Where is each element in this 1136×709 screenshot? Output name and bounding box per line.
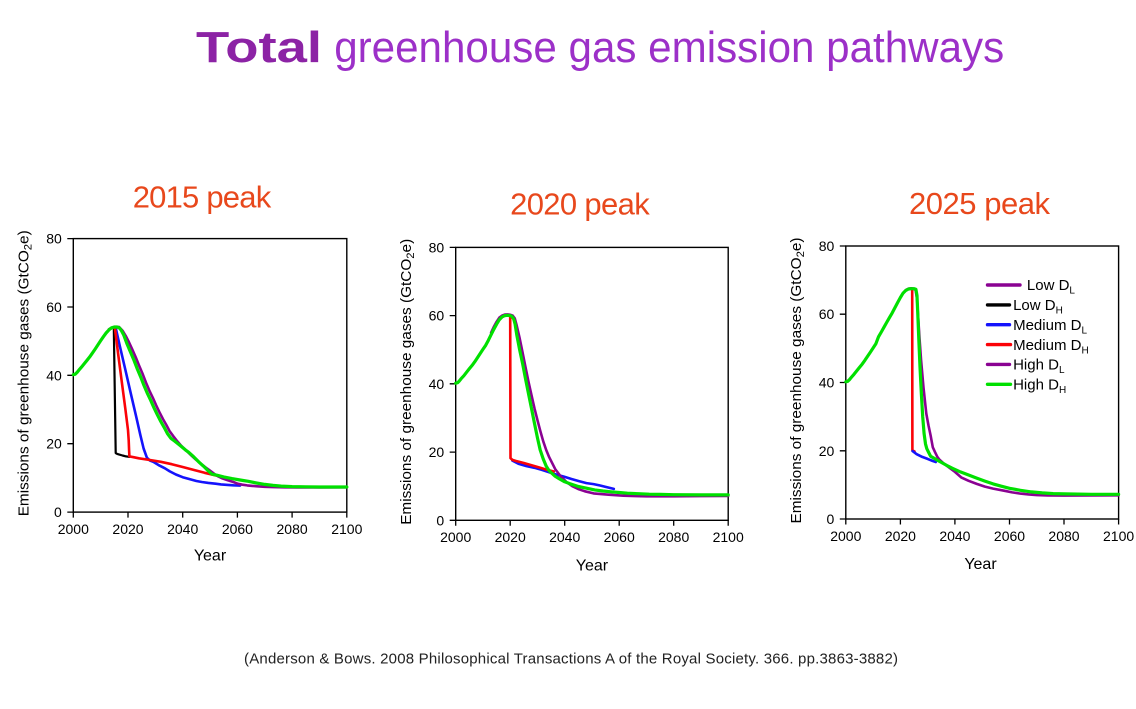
svg-text:40: 40 [819,375,835,391]
svg-text:20: 20 [819,443,835,459]
svg-text:Total: Total [196,23,322,72]
svg-text:40: 40 [429,376,445,392]
svg-text:2025 peak: 2025 peak [909,186,1051,221]
svg-text:20: 20 [429,444,445,460]
svg-text:2080: 2080 [277,521,308,537]
svg-text:Emissions of greenhouse gases: Emissions of greenhouse gases (GtCO2e) [398,239,417,525]
svg-text:2000: 2000 [58,521,89,537]
svg-text:2060: 2060 [604,529,635,545]
svg-text:Emissions of greenhouse gases: Emissions of greenhouse gases (GtCO2e) [15,230,34,516]
svg-text:80: 80 [819,238,835,254]
svg-text:2040: 2040 [549,529,580,545]
svg-text:0: 0 [436,512,444,528]
svg-text:2080: 2080 [658,529,689,545]
svg-text:60: 60 [819,306,835,322]
svg-text:2000: 2000 [830,528,861,544]
svg-text:High DL: High DL [1013,357,1065,377]
svg-text:2020: 2020 [495,529,526,545]
svg-text:2100: 2100 [1103,528,1134,544]
svg-text:High DH: High DH [1013,377,1066,397]
svg-text:80: 80 [429,239,445,255]
svg-text:80: 80 [46,231,62,247]
svg-text:2020: 2020 [885,528,916,544]
svg-text:Low DL: Low DL [1027,277,1076,297]
svg-text:20: 20 [46,436,62,452]
svg-text:0: 0 [827,511,835,527]
svg-text:2060: 2060 [222,521,253,537]
svg-text:2100: 2100 [713,529,744,545]
svg-text:Year: Year [576,557,609,574]
svg-text:2080: 2080 [1048,528,1079,544]
svg-text:40: 40 [46,367,62,383]
svg-text:2040: 2040 [167,521,198,537]
svg-text:2020: 2020 [112,521,143,537]
svg-text:2060: 2060 [994,528,1025,544]
svg-text:Medium DH: Medium DH [1013,337,1089,357]
svg-text:Low DH: Low DH [1013,297,1063,317]
svg-text:2020 peak: 2020 peak [510,186,650,221]
svg-text:Year: Year [964,556,997,573]
svg-text:Emissions of greenhouse gases: Emissions of greenhouse gases (GtCO2e) [788,237,807,523]
svg-text:Medium DL: Medium DL [1013,317,1087,337]
svg-text:60: 60 [429,308,445,324]
svg-text:2000: 2000 [440,529,471,545]
svg-text:60: 60 [46,299,62,315]
svg-text:(Anderson & Bows. 2008 Philoso: (Anderson & Bows. 2008 Philosophical Tra… [244,650,898,667]
svg-text:greenhouse gas emission pathwa: greenhouse gas emission pathways [334,23,1004,72]
svg-text:2100: 2100 [331,521,362,537]
svg-text:2040: 2040 [939,528,970,544]
svg-text:Year: Year [194,548,227,565]
svg-text:2015 peak: 2015 peak [133,180,272,215]
svg-text:0: 0 [54,504,62,520]
